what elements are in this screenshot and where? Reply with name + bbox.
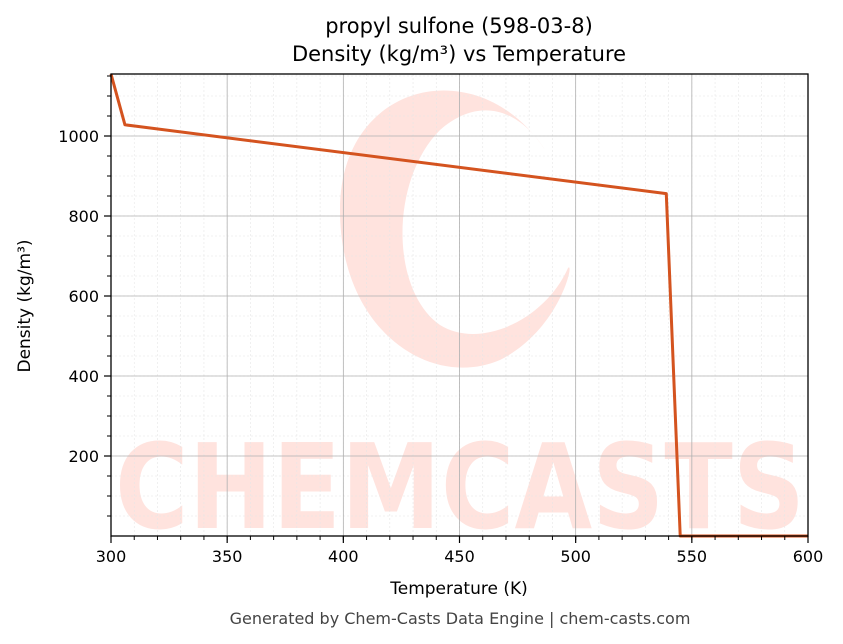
x-axis-ticks: 300 350 400 450 500 550 600 bbox=[96, 536, 824, 566]
watermark-text: CHEMCASTS bbox=[115, 418, 805, 556]
x-tick-label: 350 bbox=[212, 547, 243, 566]
y-tick-label: 1000 bbox=[58, 127, 99, 146]
y-axis-label: Density (kg/m³) bbox=[15, 239, 35, 372]
chart-title: propyl sulfone (598-03-8) bbox=[325, 14, 593, 38]
x-tick-label: 600 bbox=[793, 547, 824, 566]
x-tick-label: 400 bbox=[328, 547, 359, 566]
x-tick-label: 300 bbox=[96, 547, 127, 566]
x-tick-label: 500 bbox=[560, 547, 591, 566]
x-tick-label: 450 bbox=[444, 547, 475, 566]
x-tick-label: 550 bbox=[677, 547, 708, 566]
x-axis-label: Temperature (K) bbox=[389, 579, 528, 599]
y-axis-ticks: 200 400 600 800 1000 bbox=[58, 75, 111, 517]
footer-credit: Generated by Chem-Casts Data Engine | ch… bbox=[230, 609, 691, 628]
y-tick-label: 400 bbox=[68, 367, 99, 386]
chart-subtitle: Density (kg/m³) vs Temperature bbox=[292, 42, 626, 66]
y-tick-label: 200 bbox=[68, 447, 99, 466]
y-tick-label: 800 bbox=[68, 207, 99, 226]
y-tick-label: 600 bbox=[68, 287, 99, 306]
